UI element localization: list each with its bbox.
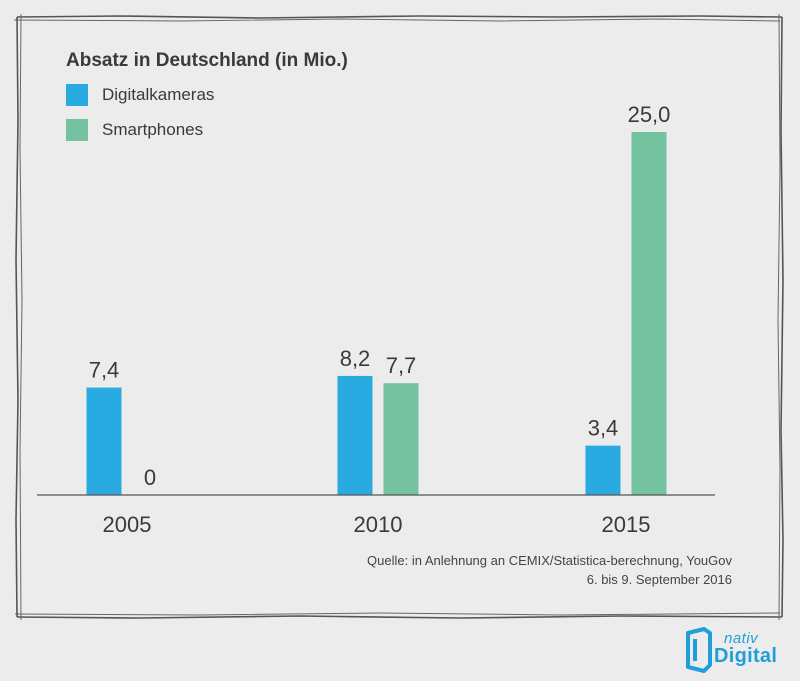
value-label-smartphones-2005: 0 <box>144 465 156 490</box>
legend-swatch-smartphones <box>66 119 88 141</box>
logo-text-nativ: nativ <box>724 630 759 647</box>
nativ-digital-logo-icon <box>686 627 712 673</box>
bar-digitalkameras-2010 <box>337 375 373 495</box>
bar-digitalkameras-2015 <box>585 445 621 495</box>
value-label-smartphones-2015: 25,0 <box>628 102 671 127</box>
bar-smartphones-2015 <box>631 132 667 495</box>
x-tick-label-2015: 2015 <box>602 512 651 537</box>
legend-item-smartphones: Smartphones <box>66 119 203 141</box>
bars-layer <box>86 132 667 495</box>
value-label-digitalkameras-2005: 7,4 <box>89 358 120 383</box>
legend-label-digitalkameras: Digitalkameras <box>102 85 215 104</box>
bar-smartphones-2010 <box>383 383 419 495</box>
source-line-2: 6. bis 9. September 2016 <box>586 572 732 587</box>
legend-label-smartphones: Smartphones <box>102 120 204 139</box>
bar-digitalkameras-2005 <box>86 387 122 495</box>
logo-text-digital: Digital <box>714 645 778 667</box>
x-tick-label-2005: 2005 <box>103 512 152 537</box>
chart-title: Absatz in Deutschland (in Mio.) <box>66 50 348 71</box>
value-label-digitalkameras-2010: 8,2 <box>340 346 371 371</box>
value-label-digitalkameras-2015: 3,4 <box>588 416 619 441</box>
source-line-1: Quelle: in Anlehnung an CEMIX/Statistica… <box>367 553 732 568</box>
value-label-smartphones-2010: 7,7 <box>386 353 417 378</box>
value-labels-layer: 7,4 0 8,2 7,7 3,4 25,0 <box>89 102 671 490</box>
brand-logo: nativ Digital <box>684 627 784 673</box>
x-tick-label-2010: 2010 <box>354 512 403 537</box>
legend-item-digitalkameras: Digitalkameras <box>66 84 214 106</box>
source-note: Quelle: in Anlehnung an CEMIX/Statistica… <box>367 551 732 589</box>
x-tick-labels: 2005 2010 2015 <box>103 512 651 537</box>
legend-swatch-digitalkameras <box>66 84 88 106</box>
